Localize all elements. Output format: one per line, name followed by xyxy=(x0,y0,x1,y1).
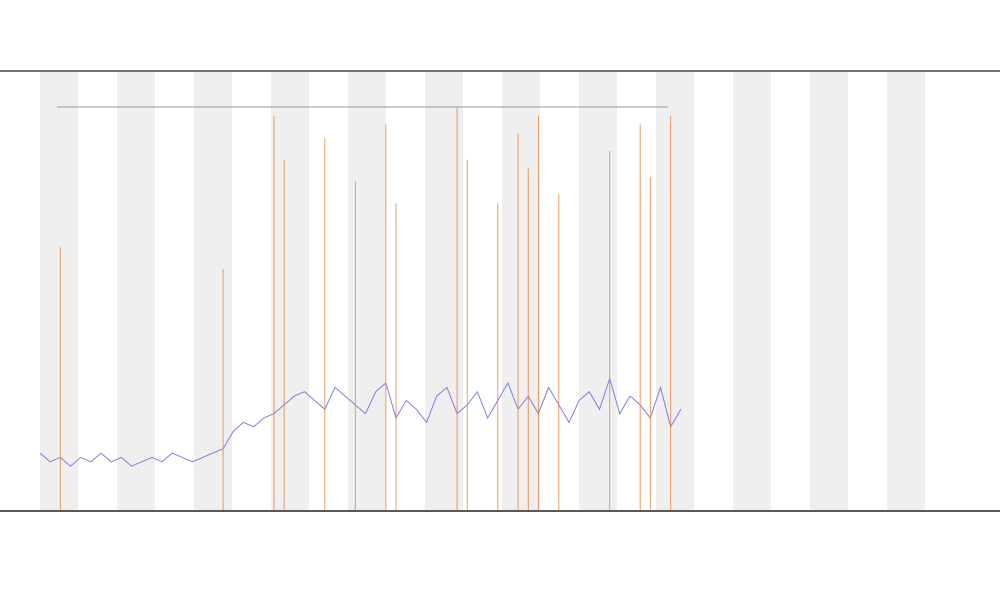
band xyxy=(502,72,540,510)
band xyxy=(579,72,617,510)
band xyxy=(194,72,232,510)
band xyxy=(656,72,694,510)
series-line xyxy=(39,376,682,467)
band xyxy=(117,72,155,510)
background-bands xyxy=(40,72,925,510)
band xyxy=(348,72,386,510)
band xyxy=(271,72,309,510)
band xyxy=(733,72,771,510)
band xyxy=(887,72,925,510)
band xyxy=(40,72,78,510)
band xyxy=(810,72,848,510)
